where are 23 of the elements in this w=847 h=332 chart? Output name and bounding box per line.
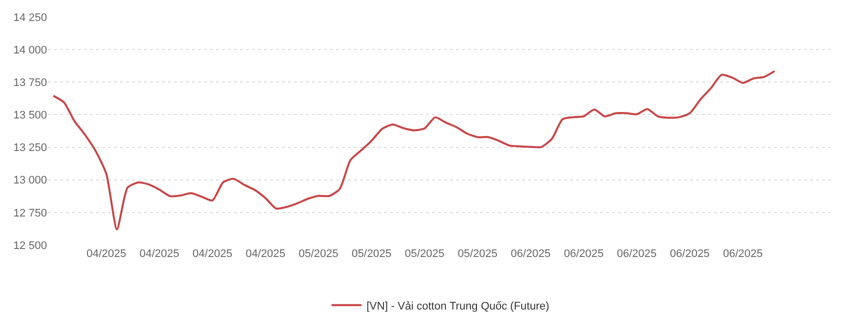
y-tick-label: 13 250	[13, 142, 47, 154]
x-tick-label: 04/2025	[192, 248, 232, 260]
x-tick-label: 06/2025	[722, 248, 763, 260]
x-tick-label: 04/2025	[86, 248, 126, 260]
y-tick-label: 13 000	[13, 174, 47, 187]
y-tick-label: 13 750	[13, 76, 47, 89]
y-tick-label: 13 500	[13, 110, 47, 122]
x-tick-label: 04/2025	[140, 248, 180, 260]
x-tick-label: 04/2025	[246, 248, 286, 260]
y-tick-label: 12 500	[13, 240, 47, 252]
line-series	[52, 70, 776, 230]
x-tick-label: 05/2025	[458, 248, 498, 260]
x-tick-label: 05/2025	[404, 248, 444, 260]
x-tick-label: 06/2025	[564, 248, 604, 260]
x-tick-label: 06/2025	[616, 248, 657, 260]
x-tick-label: 05/2025	[352, 248, 392, 260]
y-tick-label: 12 750	[13, 207, 47, 220]
x-tick-label: 06/2025	[670, 248, 710, 260]
y-tick-label: 14 250	[13, 12, 47, 24]
legend-label: [VN] - Vải cotton Trung Quốc (Future)	[366, 300, 550, 312]
x-tick-label: 06/2025	[510, 248, 551, 260]
x-tick-label: 05/2025	[298, 248, 338, 260]
y-tick-label: 14 000	[13, 44, 47, 56]
